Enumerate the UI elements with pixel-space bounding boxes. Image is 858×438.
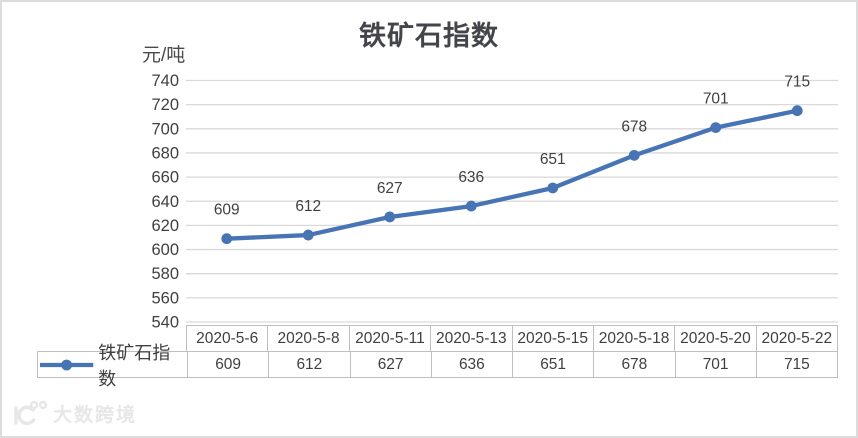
table-value-cell: 701 bbox=[674, 352, 756, 377]
table-value-cell: 715 bbox=[755, 352, 837, 377]
data-point-marker bbox=[465, 200, 477, 212]
watermark: 大数跨境 bbox=[12, 399, 137, 427]
y-axis-tick-label: 740 bbox=[151, 72, 179, 90]
y-axis-tick-label: 680 bbox=[151, 144, 179, 162]
watermark-text: 大数跨境 bbox=[53, 404, 138, 426]
y-axis-tick-label: 620 bbox=[151, 217, 179, 235]
data-point-marker bbox=[628, 149, 640, 161]
data-label: 636 bbox=[458, 169, 484, 186]
table-value-cell: 678 bbox=[593, 352, 674, 377]
legend-cell: 铁矿石指数 bbox=[38, 343, 187, 389]
data-table-date-header-row: 2020-5-6 2020-5-8 2020-5-11 2020-5-13 2020-5… bbox=[186, 325, 838, 352]
y-axis-unit-label: 元/吨 bbox=[142, 45, 186, 66]
data-label: 612 bbox=[295, 198, 321, 215]
data-point-marker bbox=[384, 211, 396, 223]
data-table-value-row: 铁矿石指数 609 612 627 636 651 678 701 715 bbox=[37, 343, 838, 389]
table-date-cell: 2020-5-13 bbox=[430, 326, 511, 352]
table-date-cell: 2020-5-15 bbox=[511, 326, 593, 352]
data-label: 678 bbox=[621, 118, 647, 135]
y-axis-tick-label: 640 bbox=[151, 193, 179, 211]
y-axis-tick-label: 560 bbox=[151, 289, 179, 307]
y-axis-tick-label: 540 bbox=[151, 314, 179, 332]
data-point-marker bbox=[710, 122, 722, 133]
chart-title: 铁矿石指数 bbox=[359, 21, 499, 51]
table-date-cell: 2020-5-18 bbox=[592, 326, 674, 352]
y-axis-tick-label: 660 bbox=[151, 169, 179, 187]
data-label: 715 bbox=[784, 74, 810, 91]
legend-series-label: 铁矿石指数 bbox=[98, 342, 171, 389]
table-date-cell: 2020-5-20 bbox=[674, 326, 755, 352]
data-label: 701 bbox=[703, 91, 729, 108]
data-point-marker bbox=[547, 182, 559, 194]
data-point-marker bbox=[221, 233, 233, 245]
chart-data-table: 2020-5-6 2020-5-8 2020-5-11 2020-5-13 2020-5… bbox=[37, 325, 838, 389]
data-label: 627 bbox=[377, 180, 403, 197]
data-label: 651 bbox=[540, 151, 566, 168]
table-date-cell: 2020-5-8 bbox=[267, 326, 348, 352]
watermark-smiley-logo-icon bbox=[14, 400, 48, 425]
data-point-marker bbox=[302, 229, 314, 241]
table-value-cell: 651 bbox=[512, 352, 593, 377]
y-axis-tick-label: 600 bbox=[151, 241, 179, 259]
table-value-cell: 612 bbox=[268, 352, 349, 377]
data-label: 609 bbox=[214, 202, 240, 219]
table-value-cell: 609 bbox=[187, 352, 268, 377]
data-point-marker bbox=[791, 105, 803, 117]
table-date-cell: 2020-5-11 bbox=[348, 326, 430, 352]
legend-line-marker-icon bbox=[39, 359, 94, 370]
table-date-cell: 2020-5-22 bbox=[755, 326, 837, 352]
table-date-cell: 2020-5-6 bbox=[196, 330, 259, 347]
series-line bbox=[224, 108, 800, 241]
y-axis-tick-label: 720 bbox=[151, 96, 179, 114]
table-value-cell: 636 bbox=[430, 352, 512, 377]
y-axis-tick-label: 580 bbox=[151, 265, 179, 283]
y-axis-tick-label: 700 bbox=[151, 120, 179, 138]
table-value-cell: 627 bbox=[349, 352, 431, 377]
